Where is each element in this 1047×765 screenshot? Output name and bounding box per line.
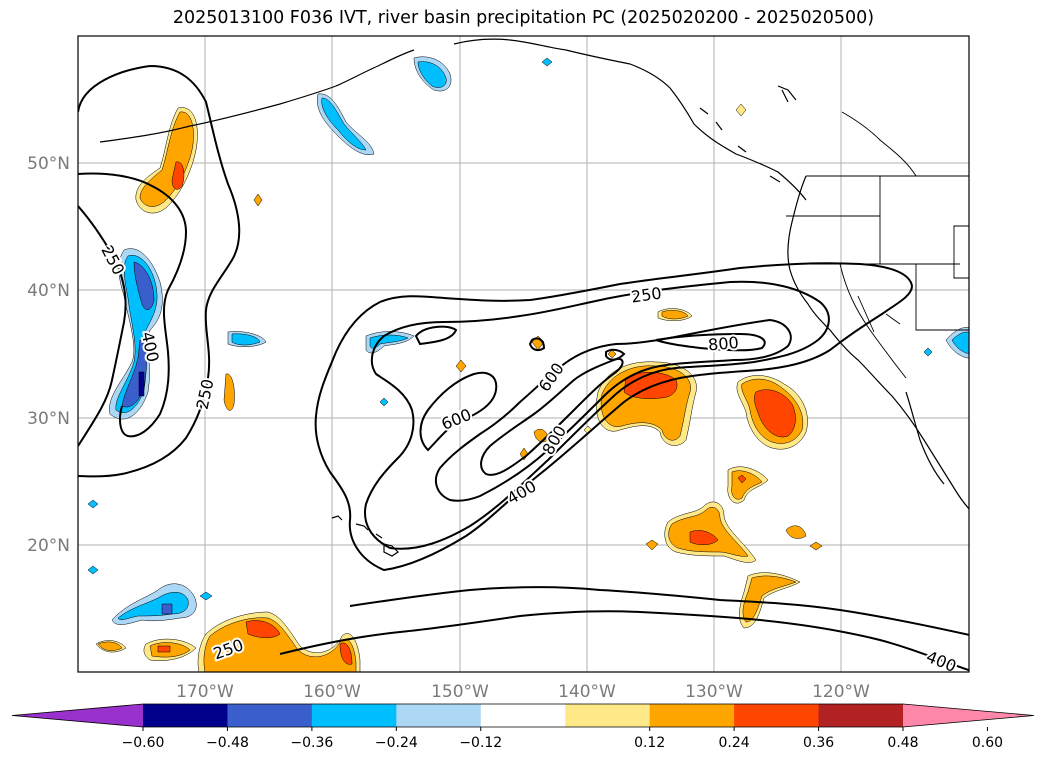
colorbar-tick-label: −0.48 [206,735,249,751]
colorbar-segment [227,704,313,727]
lat-label-40n: 40°N [27,281,70,301]
lon-label-120w: 120°W [812,682,870,702]
aleutian-coast [99,49,415,143]
lat-label-50n: 50°N [27,154,70,174]
ivt-contour-800-east [655,332,766,352]
positive-pc-shading [95,103,823,672]
colorbar-tick-label: −0.24 [375,735,418,751]
north-america-west-coast [787,175,969,510]
colorbar-segment [734,704,820,727]
ivt-contour-250-west [78,64,241,478]
colorbar-segment [143,704,228,727]
negative-pc-shading [87,56,969,625]
lon-label-130w: 130°W [685,682,743,702]
map-frame [77,35,970,673]
ivt-contour-labels: 250 400 250 250 600 600 800 400 800 250 … [95,240,961,672]
colorbar-segment [396,704,482,727]
ivt-contour-250-central [314,262,914,572]
lon-label-170w: 170°W [176,682,234,702]
political-boundaries [786,111,969,379]
alaska-bc-coast [565,49,807,201]
colorbar-tick-label: 0.60 [972,735,1003,751]
ivt-contour-600-left [419,371,498,452]
bc-islands [699,107,781,183]
colorbar-extend-high [903,704,1034,727]
colorbar-tick-label: −0.60 [122,735,165,751]
map-title: 2025013100 F036 IVT, river basin precipi… [172,8,875,28]
colorbar-segment [480,704,566,727]
colorbar-tick-label: −0.36 [290,735,333,751]
colorbar: −0.60 −0.48 −0.36 −0.24 −0.12 0.12 0.24 0.36 0.4… [11,703,1035,751]
colorbar-tick-label: 0.36 [803,735,834,751]
ivt-contour-400-west [78,172,188,438]
ivt-contour-400-south [279,610,969,672]
ivt-contour-600-central [434,318,792,502]
colorbar-segment [818,704,904,727]
colorbar-segment [311,704,397,727]
ivt-contour-400-central [364,280,830,550]
colorbar-tick-label: 0.24 [719,735,750,751]
colorbar-tick-label: 0.48 [887,735,918,751]
map-plot-area [78,36,969,672]
hawaii-islands [331,515,399,557]
latitude-labels: 50°N 40°N 30°N 20°N [27,154,70,556]
coastlines [99,38,969,557]
colorbar-segment [565,704,651,727]
colorbar-tick-label: 0.12 [634,735,665,751]
lat-label-20n: 20°N [27,536,70,556]
colorbar-tick-label: −0.12 [459,735,502,751]
lon-label-160w: 160°W [303,682,361,702]
colorbar-segment [649,704,735,727]
longitude-labels: 170°W 160°W 150°W 140°W 130°W 120°W [176,682,870,702]
contour-label: 400 [138,330,163,364]
lat-label-30n: 30°N [27,409,70,429]
lon-label-140w: 140°W [558,682,616,702]
lon-label-150w: 150°W [431,682,489,702]
contour-label: 800 [707,333,739,355]
colorbar-extend-low [12,704,143,727]
ivt-contour-250-main [349,586,969,636]
ivt-contours [78,64,969,672]
state-lines [786,176,969,379]
